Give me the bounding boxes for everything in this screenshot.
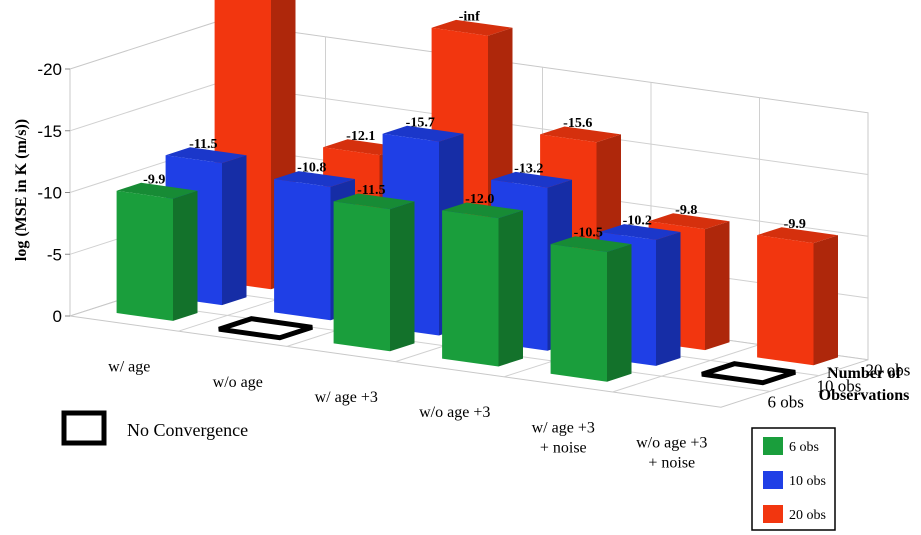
bar-top-face	[333, 193, 415, 210]
bar-top-face	[648, 213, 730, 230]
bar-value-label: -inf	[459, 9, 480, 24]
bar-value-label: -9.8	[675, 203, 697, 218]
bar-side-face	[813, 235, 838, 366]
bar-top-face	[382, 125, 464, 142]
y-tick-label: -20	[37, 60, 62, 79]
y-tick-label: -10	[37, 184, 62, 203]
bar-value-label: -11.5	[357, 183, 385, 198]
bar-side-face	[390, 201, 415, 352]
bar-top-face	[550, 236, 632, 252]
bar-top-face	[442, 202, 523, 219]
y-tick-label: 0	[53, 307, 62, 326]
bar-value-label: -10.8	[297, 161, 326, 176]
legend-swatch-20-obs	[763, 505, 783, 523]
bar-value-label: -11.5	[189, 137, 217, 152]
legend-label-6-obs: 6 obs	[789, 440, 819, 455]
bar-value-label: -12.1	[346, 129, 375, 144]
category-labels: w/ age w/o age w/ age +3 w/o age +3 w/ age +…	[108, 359, 707, 472]
bar-top-face	[491, 171, 572, 188]
y-axis-ticks: 0 -5 -10 -15 -20	[37, 60, 70, 326]
no-convergence-marker	[701, 361, 796, 386]
category-label: + noise	[540, 439, 587, 456]
legend-swatch-6-obs	[763, 437, 783, 455]
bar-top-face	[540, 126, 621, 143]
legend-label-10-obs: 10 obs	[789, 474, 826, 489]
bar-top-face	[599, 224, 681, 240]
bar-6-obs-cat-3	[442, 202, 523, 367]
bar-side-face	[222, 155, 247, 306]
bar-front-face	[757, 235, 814, 366]
bar-6-obs-cat-4	[550, 236, 632, 382]
no-convergence-symbol	[61, 410, 107, 446]
bar-value-label: -10.5	[574, 226, 603, 241]
category-label: w/ age	[108, 359, 150, 376]
bar-front-face	[333, 201, 390, 352]
depth-label: 6 obs	[768, 392, 804, 411]
category-label: + noise	[648, 455, 695, 472]
bar-side-face	[705, 221, 730, 351]
category-label: w/ age +3	[532, 419, 595, 436]
y-axis-title: log (MSE in K (m/s))	[13, 119, 30, 261]
bar-value-label: -15.7	[406, 115, 435, 130]
bar-front-face	[442, 210, 499, 367]
bar-top-face	[431, 19, 513, 36]
bar-value-label: -9.9	[784, 217, 806, 232]
bar-value-label: -15.6	[563, 116, 592, 131]
depth-label: 10 obs	[817, 377, 862, 396]
category-label: w/o age	[213, 374, 263, 391]
legend: 6 obs 10 obs 20 obs	[751, 427, 836, 531]
bar-front-face	[116, 190, 173, 321]
category-label: w/ age +3	[315, 389, 378, 406]
bar-top-face	[274, 171, 355, 187]
depth-axis-title-line2: Observations	[819, 387, 910, 404]
bar-20-obs-cat-5	[757, 227, 838, 366]
no-convergence-note: No Convergence	[127, 420, 248, 440]
bar-6-obs-cat-0	[116, 182, 198, 321]
legend-label-20-obs: 20 obs	[789, 508, 826, 523]
no-convergence-marker	[218, 316, 313, 341]
bar-value-label: -12.0	[465, 192, 494, 207]
grid-line-floor-c	[612, 344, 760, 393]
bar-side-face	[498, 210, 523, 367]
bar-value-label: -9.9	[143, 172, 165, 187]
bar-top-face	[757, 227, 838, 244]
bar-top-face	[165, 147, 247, 164]
depth-label: 20 obs	[866, 361, 911, 380]
category-label: w/o age +3	[419, 404, 490, 421]
bars: -inf-12.1-inf-15.6-9.8-9.9-11.5-10.8-15.…	[116, 0, 838, 386]
bar-value-label: -13.2	[514, 161, 543, 176]
y-tick-label: -15	[37, 122, 62, 141]
bar-value-label: -10.2	[623, 214, 652, 229]
category-label: w/o age +3	[636, 435, 707, 452]
bar-side-face	[607, 244, 632, 382]
bar-front-face	[274, 179, 331, 321]
depth-axis-title-line1: Number of	[827, 365, 902, 382]
bar-side-face	[173, 190, 198, 321]
bar-side-face	[656, 232, 681, 366]
bar-front-face	[550, 244, 607, 382]
legend-swatch-10-obs	[763, 471, 783, 489]
bar-6-obs-cat-2	[333, 193, 415, 352]
y-tick-label: -5	[47, 245, 62, 264]
bar-top-face	[116, 182, 198, 199]
